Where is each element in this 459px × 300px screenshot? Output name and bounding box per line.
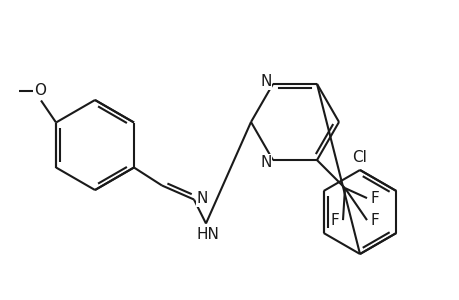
Text: Cl: Cl	[352, 149, 367, 164]
Text: F: F	[370, 190, 379, 206]
Text: HN: HN	[196, 227, 219, 242]
Text: N: N	[260, 74, 271, 89]
Text: Cl: Cl	[352, 149, 367, 164]
Text: F: F	[330, 213, 339, 228]
Text: N: N	[260, 154, 271, 169]
Text: O: O	[34, 83, 46, 98]
Text: N: N	[260, 154, 271, 169]
Text: N: N	[260, 74, 271, 89]
Text: F: F	[370, 213, 379, 228]
Text: N: N	[196, 191, 207, 206]
Text: F: F	[330, 213, 339, 228]
Text: O: O	[34, 83, 46, 98]
Text: N: N	[196, 191, 207, 206]
Text: F: F	[370, 213, 379, 228]
Text: F: F	[370, 190, 379, 206]
Text: HN: HN	[196, 227, 219, 242]
